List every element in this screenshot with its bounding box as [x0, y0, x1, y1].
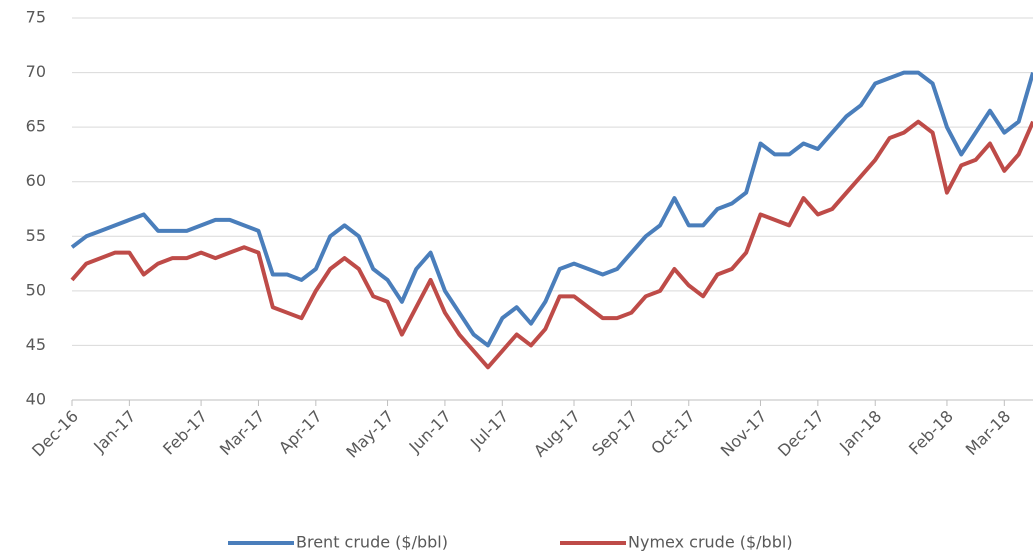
y-tick-label: 60	[26, 171, 46, 190]
x-tick-label: Aug-17	[530, 407, 584, 461]
y-tick-label: 55	[26, 226, 46, 245]
y-tick-label: 75	[26, 8, 46, 27]
x-tick-label: Feb-18	[905, 407, 957, 459]
line-series	[70, 119, 1033, 370]
y-tick-label: 40	[26, 390, 46, 409]
x-tick-label: Oct-17	[647, 407, 698, 458]
y-tick-label: 65	[26, 117, 46, 136]
x-tick-label: Dec-17	[774, 407, 828, 461]
x-tick-label: Jun-17	[405, 407, 455, 457]
x-tick-label: Mar-17	[216, 407, 269, 460]
x-tick-label: Dec-16	[28, 407, 82, 461]
legend-label: Nymex crude ($/bbl)	[628, 533, 793, 552]
x-tick-label: Jan-18	[835, 407, 885, 457]
x-tick-label: Mar-18	[962, 407, 1015, 460]
x-tick-label: May-17	[342, 407, 397, 462]
x-tick-label: Apr-17	[275, 407, 326, 458]
x-tick-label: Nov-17	[717, 407, 771, 461]
y-tick-label: 45	[26, 335, 46, 354]
y-tick-label: 50	[26, 280, 46, 299]
line-series	[70, 70, 1033, 348]
x-tick-label: Feb-17	[159, 407, 211, 459]
x-tick-label: Jul-17	[466, 407, 512, 453]
y-tick-label: 70	[26, 62, 46, 81]
x-tick-label: Jan-17	[89, 407, 139, 457]
legend-label: Brent crude ($/bbl)	[296, 533, 448, 552]
x-tick-label: Sep-17	[588, 407, 641, 460]
